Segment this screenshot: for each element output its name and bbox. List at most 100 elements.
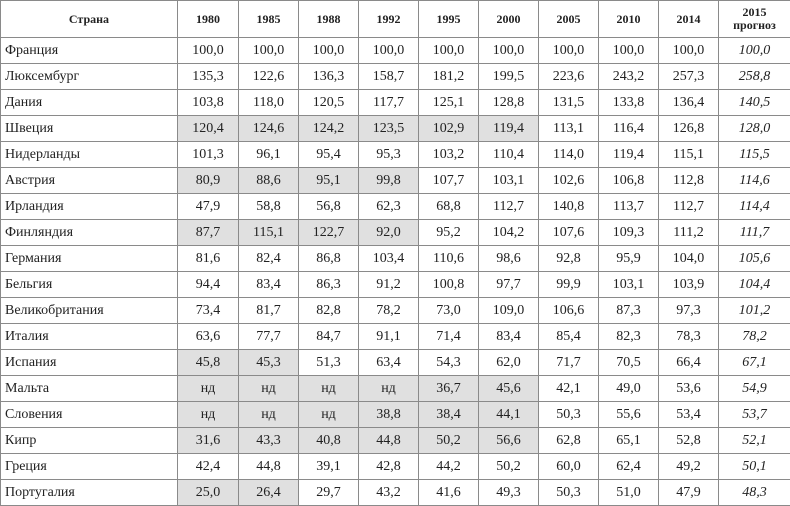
value-cell: 100,0 — [419, 38, 479, 64]
value-cell: 106,6 — [539, 298, 599, 324]
column-header: 1995 — [419, 1, 479, 38]
column-header: 2010 — [599, 1, 659, 38]
value-cell: 87,3 — [599, 298, 659, 324]
value-cell: 40,8 — [299, 428, 359, 454]
value-cell: 140,5 — [719, 90, 790, 116]
value-cell: 82,3 — [599, 324, 659, 350]
value-cell: 102,6 — [539, 168, 599, 194]
value-cell: 100,0 — [239, 38, 299, 64]
value-cell: 58,8 — [239, 194, 299, 220]
value-cell: 113,7 — [599, 194, 659, 220]
value-cell: 55,6 — [599, 402, 659, 428]
value-cell: 114,0 — [539, 142, 599, 168]
value-cell: 52,1 — [719, 428, 790, 454]
value-cell: 123,5 — [359, 116, 419, 142]
country-name: Мальта — [1, 376, 178, 402]
value-cell: 26,4 — [239, 480, 299, 506]
country-name: Дания — [1, 90, 178, 116]
value-cell: 109,3 — [599, 220, 659, 246]
value-cell: 31,6 — [178, 428, 239, 454]
value-cell: 95,2 — [419, 220, 479, 246]
value-cell: 115,1 — [239, 220, 299, 246]
country-name: Ирландия — [1, 194, 178, 220]
value-cell: 81,6 — [178, 246, 239, 272]
value-cell: 100,0 — [359, 38, 419, 64]
value-cell: 88,6 — [239, 168, 299, 194]
value-cell: 78,3 — [659, 324, 719, 350]
country-name: Финляндия — [1, 220, 178, 246]
value-cell: 181,2 — [419, 64, 479, 90]
value-cell: 43,2 — [359, 480, 419, 506]
value-cell: 119,4 — [479, 116, 539, 142]
value-cell: 62,4 — [599, 454, 659, 480]
country-name: Кипр — [1, 428, 178, 454]
column-header: 1992 — [359, 1, 419, 38]
value-cell: 100,0 — [539, 38, 599, 64]
country-name: Греция — [1, 454, 178, 480]
value-cell: 122,6 — [239, 64, 299, 90]
value-cell: 131,5 — [539, 90, 599, 116]
value-cell: 92,0 — [359, 220, 419, 246]
value-cell: 119,4 — [599, 142, 659, 168]
value-cell: 95,3 — [359, 142, 419, 168]
value-cell: 48,3 — [719, 480, 790, 506]
value-cell: 105,6 — [719, 246, 790, 272]
value-cell: 103,4 — [359, 246, 419, 272]
column-header: 2014 — [659, 1, 719, 38]
value-cell: 110,4 — [479, 142, 539, 168]
value-cell: 125,1 — [419, 90, 479, 116]
value-cell: 102,9 — [419, 116, 479, 142]
value-cell: 50,2 — [419, 428, 479, 454]
column-header: 1988 — [299, 1, 359, 38]
value-cell: 51,0 — [599, 480, 659, 506]
value-cell: 128,8 — [479, 90, 539, 116]
value-cell: 243,2 — [599, 64, 659, 90]
value-cell: 49,2 — [659, 454, 719, 480]
value-cell: 77,7 — [239, 324, 299, 350]
value-cell: 54,3 — [419, 350, 479, 376]
value-cell: 44,8 — [359, 428, 419, 454]
value-cell: 86,3 — [299, 272, 359, 298]
country-name: Нидерланды — [1, 142, 178, 168]
value-cell: 63,6 — [178, 324, 239, 350]
value-cell: 109,0 — [479, 298, 539, 324]
value-cell: 62,0 — [479, 350, 539, 376]
value-cell: 91,2 — [359, 272, 419, 298]
value-cell: 99,8 — [359, 168, 419, 194]
column-header: Страна — [1, 1, 178, 38]
value-cell: 44,2 — [419, 454, 479, 480]
value-cell: 115,1 — [659, 142, 719, 168]
country-name: Швеция — [1, 116, 178, 142]
value-cell: 25,0 — [178, 480, 239, 506]
value-cell: 49,0 — [599, 376, 659, 402]
country-name: Великобритания — [1, 298, 178, 324]
value-cell: 53,7 — [719, 402, 790, 428]
value-cell: 112,7 — [479, 194, 539, 220]
value-cell: 91,1 — [359, 324, 419, 350]
value-cell: 66,4 — [659, 350, 719, 376]
value-cell: 82,4 — [239, 246, 299, 272]
value-cell: 124,2 — [299, 116, 359, 142]
value-cell: 100,0 — [299, 38, 359, 64]
value-cell: 114,4 — [719, 194, 790, 220]
value-cell: 42,4 — [178, 454, 239, 480]
value-cell: нд — [299, 376, 359, 402]
value-cell: 42,1 — [539, 376, 599, 402]
country-name: Португалия — [1, 480, 178, 506]
value-cell: 112,7 — [659, 194, 719, 220]
value-cell: 80,9 — [178, 168, 239, 194]
value-cell: нд — [239, 402, 299, 428]
value-cell: 104,2 — [479, 220, 539, 246]
value-cell: 56,8 — [299, 194, 359, 220]
value-cell: 115,5 — [719, 142, 790, 168]
value-cell: 71,4 — [419, 324, 479, 350]
value-cell: 100,0 — [479, 38, 539, 64]
value-cell: 62,8 — [539, 428, 599, 454]
value-cell: 73,4 — [178, 298, 239, 324]
value-cell: 103,2 — [419, 142, 479, 168]
